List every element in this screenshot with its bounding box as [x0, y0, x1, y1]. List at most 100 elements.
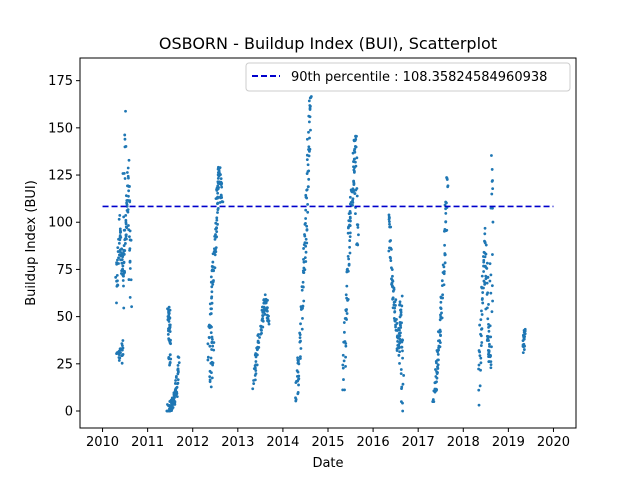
data-point	[308, 136, 311, 140]
data-point	[389, 225, 393, 229]
data-point	[167, 404, 170, 408]
data-point	[523, 344, 527, 348]
data-point	[442, 283, 446, 287]
data-point	[258, 336, 261, 339]
data-point	[254, 363, 258, 367]
data-point	[213, 253, 217, 257]
data-point	[295, 374, 299, 378]
data-point	[176, 370, 180, 374]
data-point	[398, 300, 402, 304]
data-point	[342, 321, 346, 324]
data-point	[174, 379, 177, 382]
data-point	[254, 372, 258, 375]
data-point	[167, 313, 171, 316]
data-point	[345, 312, 349, 315]
data-point	[266, 313, 269, 317]
data-point	[397, 353, 401, 357]
data-point	[346, 254, 350, 258]
data-point	[304, 260, 308, 263]
data-point	[398, 361, 401, 365]
data-point	[122, 261, 126, 265]
data-point	[299, 347, 303, 350]
data-point	[115, 273, 119, 277]
data-point	[130, 305, 134, 309]
data-point	[439, 300, 443, 304]
data-point	[124, 145, 128, 148]
data-point	[343, 340, 347, 343]
data-point	[123, 137, 127, 141]
data-point	[120, 247, 124, 251]
data-point	[116, 258, 119, 262]
data-point	[254, 369, 258, 372]
data-point	[395, 329, 399, 332]
data-point	[522, 348, 526, 351]
data-point	[387, 220, 391, 223]
data-point	[219, 173, 222, 176]
x-tick-label: 2011	[131, 435, 164, 450]
data-point	[125, 226, 129, 230]
data-point	[347, 262, 351, 266]
data-point	[116, 279, 119, 283]
data-point	[262, 305, 266, 309]
data-point	[354, 145, 358, 149]
data-point	[355, 194, 359, 198]
data-point	[221, 200, 225, 204]
data-point	[220, 185, 224, 189]
data-point	[174, 375, 178, 378]
data-point	[389, 259, 393, 263]
data-point	[446, 184, 450, 188]
data-point	[304, 193, 308, 197]
data-point	[487, 329, 491, 333]
data-point	[125, 171, 129, 174]
data-point	[486, 276, 490, 279]
data-point	[216, 207, 220, 210]
data-point	[344, 355, 347, 359]
data-point	[391, 289, 395, 293]
data-point	[442, 265, 446, 269]
data-point	[120, 258, 124, 261]
data-point	[121, 252, 125, 256]
data-point	[443, 253, 447, 257]
data-point	[398, 334, 402, 338]
data-point	[211, 252, 215, 256]
data-point	[395, 349, 399, 352]
data-point	[488, 324, 492, 328]
data-point	[301, 305, 305, 308]
data-point	[391, 297, 395, 300]
data-point	[390, 268, 394, 271]
data-point	[483, 255, 487, 259]
data-point	[216, 171, 220, 174]
data-point	[438, 339, 441, 343]
data-point	[352, 157, 356, 161]
data-point	[118, 235, 122, 239]
data-point	[125, 201, 129, 205]
data-point	[125, 209, 129, 212]
data-point	[127, 189, 131, 193]
data-point	[121, 267, 124, 271]
data-point	[348, 245, 351, 249]
data-point	[491, 187, 495, 191]
data-point	[122, 244, 126, 247]
data-point	[398, 350, 402, 354]
data-point	[443, 261, 447, 265]
data-point	[297, 377, 300, 381]
data-point	[344, 344, 348, 348]
y-tick-label: 125	[48, 169, 73, 184]
data-point	[356, 223, 360, 227]
data-point	[341, 353, 345, 357]
data-point	[392, 300, 396, 304]
data-point	[306, 202, 310, 206]
data-point	[481, 291, 485, 294]
data-point	[128, 229, 132, 233]
data-point	[219, 177, 223, 181]
data-point	[344, 293, 348, 297]
data-point	[265, 306, 269, 310]
data-point	[356, 243, 360, 247]
data-point	[483, 240, 487, 244]
data-point	[342, 378, 345, 381]
data-point	[124, 213, 128, 217]
data-point	[348, 209, 352, 213]
data-point	[169, 342, 173, 346]
data-point	[444, 220, 448, 224]
data-point	[211, 260, 215, 264]
